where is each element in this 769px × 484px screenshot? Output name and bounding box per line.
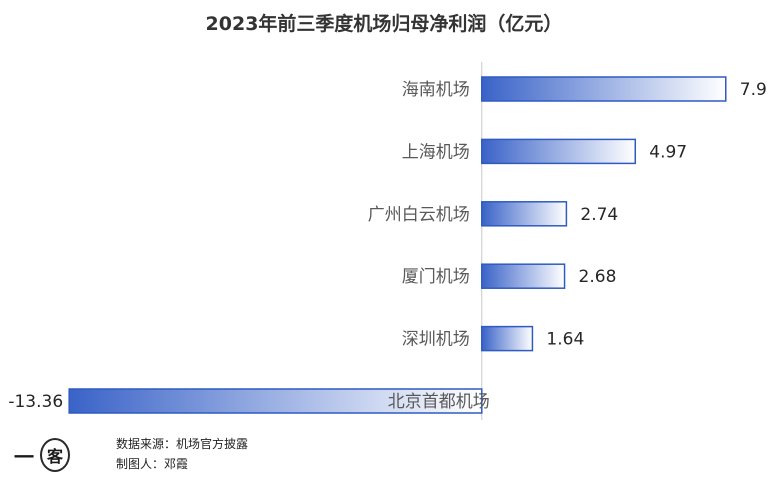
bar-3 <box>481 201 568 227</box>
data-source: 数据来源：机场官方披露 <box>116 437 249 451</box>
bar-1 <box>481 76 727 102</box>
value-label-6: -13.36 <box>8 392 63 412</box>
logo-char: 客 <box>40 438 70 472</box>
bar-chart: 2023年前三季度机场归母净利润（亿元） 海南机场 7.9 上海机场 4.97 广州白云… <box>8 12 767 420</box>
bar-5 <box>481 325 534 352</box>
category-label-4: 厦门机场 <box>402 267 470 287</box>
logo-mark: 一 <box>14 444 34 469</box>
chart-title: 2023年前三季度机场归母净利润（亿元） <box>206 12 563 35</box>
value-label-5: 1.64 <box>546 330 584 350</box>
category-label-5: 深圳机场 <box>402 330 470 350</box>
bar-4 <box>481 263 566 289</box>
logo: 一 客 <box>14 438 70 472</box>
bar-2 <box>481 138 637 165</box>
value-label-4: 2.68 <box>579 267 617 287</box>
value-label-1: 7.9 <box>740 80 767 100</box>
category-label-3: 广州白云机场 <box>368 205 470 225</box>
value-label-2: 4.97 <box>649 142 687 162</box>
chart-author: 制图人：邓霞 <box>116 457 189 471</box>
source-block: 数据来源：机场官方披露 制图人：邓霞 <box>116 434 248 474</box>
value-label-3: 2.74 <box>580 205 618 225</box>
category-label-1: 海南机场 <box>402 80 470 100</box>
bar-6 <box>68 388 483 414</box>
category-label-6: 北京首都机场 <box>388 392 490 412</box>
footer: 一 客 数据来源：机场官方披露 制图人：邓霞 <box>0 424 769 484</box>
category-label-2: 上海机场 <box>402 142 470 162</box>
